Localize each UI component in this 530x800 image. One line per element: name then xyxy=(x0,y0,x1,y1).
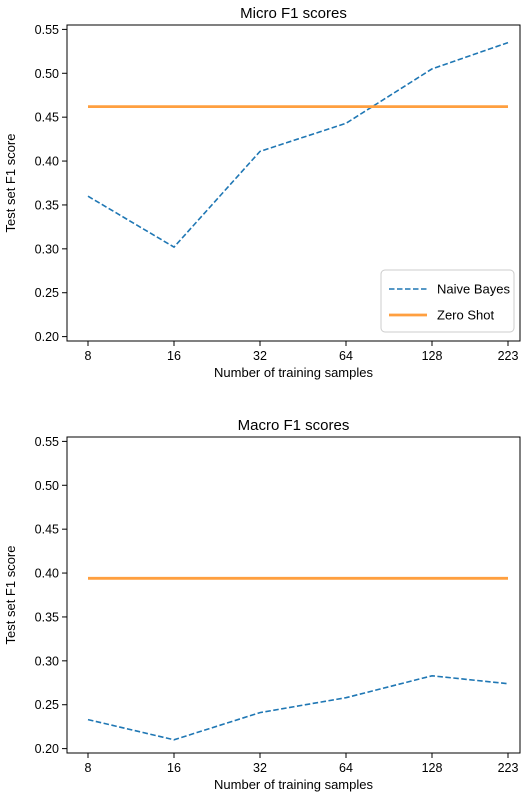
y-tick-label: 0.45 xyxy=(35,523,59,537)
y-tick-label: 0.30 xyxy=(35,242,59,256)
x-tick-label: 32 xyxy=(253,349,267,363)
y-tick-label: 0.20 xyxy=(35,742,59,756)
series-line-naive-bayes xyxy=(87,41,509,249)
x-tick-label: 223 xyxy=(498,761,519,775)
legend-box xyxy=(380,269,515,333)
chart-micro-f1: Micro F1 scores 0.20 0.25 0.30 0.35 0.40 0.45 0… xyxy=(3,5,521,380)
chart-macro-f1: Macro F1 scores 0.20 0.25 0.30 0.35 0.40 0.45 0… xyxy=(3,417,521,792)
y-tick-label: 0.25 xyxy=(35,698,59,712)
y-tick-label: 0.50 xyxy=(35,479,59,493)
x-tick-label: 128 xyxy=(422,761,443,775)
y-tick-label: 0.45 xyxy=(35,111,59,125)
y-axis-label: Test set F1 score xyxy=(3,134,18,233)
x-tick-label: 64 xyxy=(339,349,353,363)
x-axis-label: Number of training samples xyxy=(214,365,373,380)
y-tick-label: 0.20 xyxy=(35,330,59,344)
x-axis-label: Number of training samples xyxy=(214,777,373,792)
y-tick-label: 0.25 xyxy=(35,286,59,300)
y-tick-label: 0.40 xyxy=(35,567,59,581)
legend-label: Zero Shot xyxy=(437,308,494,323)
y-axis-label: Test set F1 score xyxy=(3,546,18,645)
x-tick-label: 32 xyxy=(253,761,267,775)
series-line-naive-bayes xyxy=(87,674,509,741)
y-tick-label: 0.55 xyxy=(35,435,59,449)
x-tick-label: 16 xyxy=(167,349,181,363)
y-tick-label: 0.30 xyxy=(35,654,59,668)
y-tick-label: 0.35 xyxy=(35,198,59,212)
x-tick-label: 128 xyxy=(422,349,443,363)
x-tick-label: 16 xyxy=(167,761,181,775)
plot-frame xyxy=(66,436,521,754)
x-tick-label: 223 xyxy=(498,349,519,363)
x-tick-label: 8 xyxy=(85,349,92,363)
y-tick-label: 0.40 xyxy=(35,155,59,169)
x-tick-label: 64 xyxy=(339,761,353,775)
x-tick-label: 8 xyxy=(85,761,92,775)
legend: Naive Bayes Zero Shot xyxy=(380,269,515,333)
y-tick-label: 0.35 xyxy=(35,610,59,624)
plot-frame xyxy=(66,24,521,342)
y-tick-label: 0.50 xyxy=(35,67,59,81)
chart-title: Macro F1 scores xyxy=(238,417,350,434)
chart-title: Micro F1 scores xyxy=(240,5,347,22)
y-tick-label: 0.55 xyxy=(35,23,59,37)
legend-label: Naive Bayes xyxy=(437,282,510,297)
